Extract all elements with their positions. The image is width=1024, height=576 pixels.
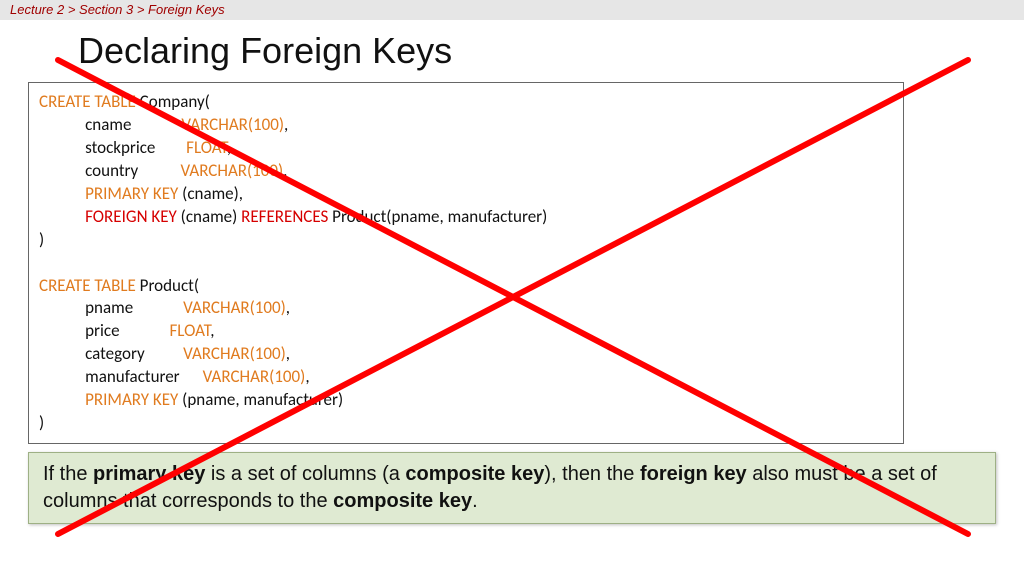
code-line: ) (39, 412, 893, 435)
code-line (39, 252, 893, 275)
callout-bold: foreign key (640, 463, 747, 485)
code-line: PRIMARY KEY (cname), (39, 183, 893, 206)
callout-text: If the (43, 463, 93, 485)
code-line: pname VARCHAR(100), (39, 297, 893, 320)
callout-bold: composite key (405, 463, 544, 485)
callout-text: ), then the (544, 463, 640, 485)
code-line: ) (39, 229, 893, 252)
callout-text: is a set of columns (a (205, 463, 405, 485)
code-line: stockprice FLOAT, (39, 137, 893, 160)
callout-text: . (472, 490, 478, 512)
sql-code-box: CREATE TABLE Company( cname VARCHAR(100)… (28, 82, 904, 444)
code-line: country VARCHAR(100), (39, 160, 893, 183)
callout-bold: primary key (93, 463, 205, 485)
code-line: FOREIGN KEY (cname) REFERENCES Product(p… (39, 206, 893, 229)
code-line: CREATE TABLE Product( (39, 275, 893, 298)
code-line: cname VARCHAR(100), (39, 114, 893, 137)
code-line: price FLOAT, (39, 320, 893, 343)
code-line: manufacturer VARCHAR(100), (39, 366, 893, 389)
callout-bold: composite key (333, 490, 472, 512)
code-line: PRIMARY KEY (pname, manufacturer) (39, 389, 893, 412)
callout-note: If the primary key is a set of columns (… (28, 452, 996, 524)
breadcrumb: Lecture 2 > Section 3 > Foreign Keys (0, 0, 1024, 20)
code-line: CREATE TABLE Company( (39, 91, 893, 114)
page-title: Declaring Foreign Keys (78, 30, 1024, 72)
code-line: category VARCHAR(100), (39, 343, 893, 366)
